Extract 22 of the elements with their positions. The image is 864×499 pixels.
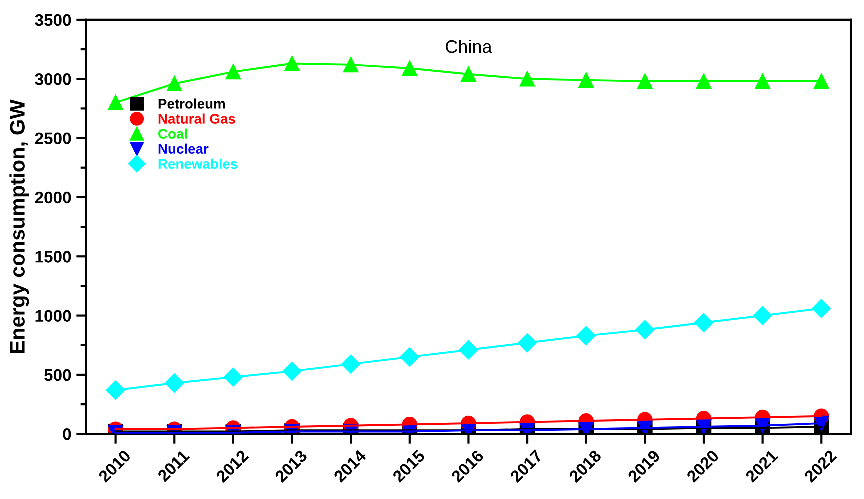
legend-label: Nuclear — [158, 144, 209, 154]
point — [106, 380, 126, 400]
point — [284, 56, 300, 72]
point — [812, 299, 832, 318]
y-tick-label: 3500 — [35, 14, 72, 26]
y-tick-label: 2500 — [35, 132, 72, 144]
point — [578, 72, 594, 88]
y-axis-title: Energy consumption, GW — [10, 100, 30, 353]
text: China — [446, 40, 492, 54]
legend-label: Petroleum — [158, 98, 226, 109]
point — [108, 95, 124, 110]
point — [520, 71, 536, 87]
legend-label: Coal — [158, 128, 188, 139]
y-tick-label: 2000 — [35, 192, 72, 204]
y-tick-label: 0 — [63, 428, 72, 440]
legend-label: Natural Gas — [158, 114, 236, 124]
y-tick-label: 3000 — [35, 74, 72, 86]
point — [814, 74, 830, 90]
legend-label: Renewables — [158, 158, 238, 170]
y-tick-label: 1500 — [36, 251, 72, 263]
y-tick-label: 1000 — [36, 310, 72, 322]
y-tick-label: 500 — [44, 369, 72, 382]
